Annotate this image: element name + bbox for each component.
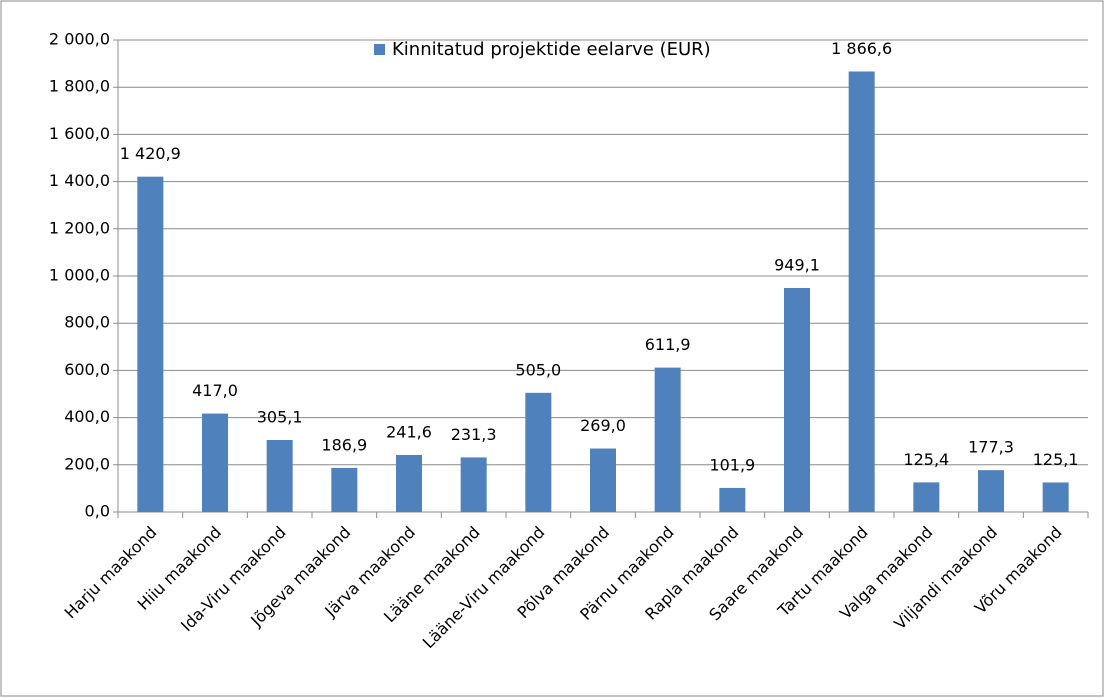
data-label: 177,3: [968, 438, 1014, 457]
bar: [266, 439, 293, 512]
bar: [848, 71, 875, 513]
y-tick-label: 0,0: [85, 502, 110, 521]
y-tick-label: 2 000,0: [49, 30, 110, 49]
legend-label: Kinnitatud projektide eelarve (EUR): [392, 39, 711, 60]
y-tick-label: 1 400,0: [49, 171, 110, 190]
bar: [978, 470, 1004, 512]
bar: [1042, 482, 1069, 512]
bar: [654, 367, 681, 512]
y-tick-label: 1 000,0: [49, 266, 110, 285]
legend-swatch: [374, 44, 385, 55]
bar: [719, 487, 746, 512]
y-tick-label: 1 200,0: [49, 218, 110, 237]
data-label: 186,9: [321, 435, 367, 454]
y-tick-label: 800,0: [64, 313, 110, 332]
data-label: 949,1: [774, 256, 820, 275]
bar: [202, 413, 228, 512]
data-label: 241,6: [386, 422, 432, 441]
data-label: 611,9: [645, 335, 691, 354]
data-label: 1 866,6: [831, 39, 892, 58]
data-label: 101,9: [709, 455, 755, 474]
y-tick-label: 1 600,0: [49, 124, 110, 143]
bar: [913, 482, 940, 512]
data-label: 125,4: [903, 450, 949, 469]
data-label: 269,0: [580, 416, 626, 435]
bar: [137, 176, 164, 512]
data-label: 305,1: [257, 407, 303, 426]
bar: [525, 392, 552, 512]
data-label: 1 420,9: [120, 144, 181, 163]
bar: [590, 448, 616, 512]
y-tick-label: 400,0: [64, 407, 110, 426]
y-tick-label: 200,0: [64, 454, 110, 473]
bar: [784, 288, 810, 512]
data-label: 417,0: [192, 381, 238, 400]
bar: [460, 457, 487, 512]
bar: [396, 454, 422, 512]
y-tick-label: 1 800,0: [49, 77, 110, 96]
y-tick-label: 600,0: [64, 360, 110, 379]
data-label: 231,3: [451, 425, 497, 444]
data-label: 125,1: [1033, 450, 1079, 469]
bar: [331, 467, 358, 512]
data-label: 505,0: [515, 360, 561, 379]
